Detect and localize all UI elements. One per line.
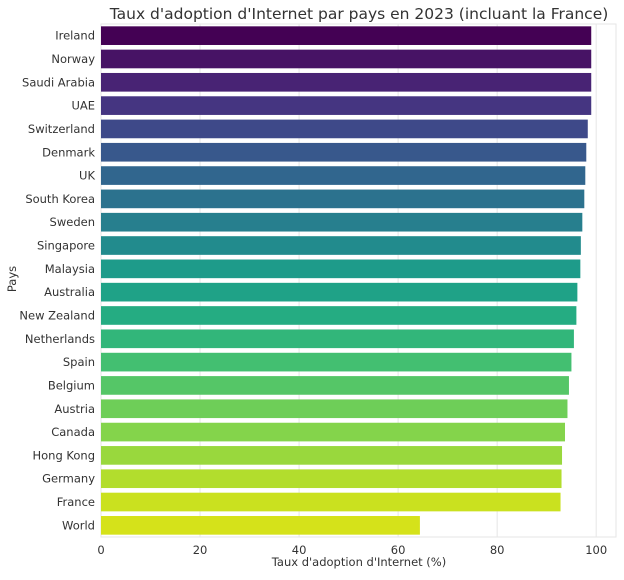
y-tick-label: World — [62, 518, 95, 532]
y-tick-label: Germany — [42, 472, 95, 486]
bar-canada — [101, 422, 565, 442]
y-tick-label: Switzerland — [28, 122, 95, 136]
bar-austria — [101, 399, 568, 419]
bar-switzerland — [101, 119, 588, 139]
y-tick-label: Denmark — [42, 145, 95, 159]
bar-south-korea — [101, 189, 585, 209]
y-tick-label: Sweden — [50, 215, 95, 229]
x-tick-label: 20 — [193, 543, 208, 557]
y-tick-label: Norway — [51, 52, 95, 66]
bar-uk — [101, 166, 586, 185]
bar-singapore — [101, 236, 581, 255]
x-tick-label: 40 — [292, 543, 307, 557]
y-tick-label: Austria — [54, 402, 95, 416]
y-tick-label: France — [57, 495, 95, 509]
bar-uae — [101, 96, 592, 115]
bar-sweden — [101, 212, 583, 232]
x-tick-label: 0 — [97, 543, 104, 557]
y-tick-label: Malaysia — [45, 262, 95, 276]
x-tick-labels: 0 20 40 60 80 100 — [97, 543, 607, 557]
x-axis-label: Taux d'adoption d'Internet (%) — [271, 555, 446, 569]
bar-hong-kong — [101, 446, 563, 465]
bar-australia — [101, 282, 578, 302]
y-tick-label: South Korea — [25, 192, 95, 206]
bar-spain — [101, 352, 572, 372]
bar-saudi-arabia — [101, 72, 592, 92]
y-axis-label: Pays — [5, 266, 19, 292]
y-tick-label: Ireland — [55, 29, 95, 43]
y-tick-label: Belgium — [48, 378, 95, 392]
x-tick-label: 60 — [391, 543, 406, 557]
plot-frame — [100, 23, 617, 538]
x-tick-label: 100 — [585, 543, 607, 557]
bar-world — [101, 516, 420, 535]
y-tick-label: UK — [79, 169, 95, 183]
y-tick-label: Netherlands — [25, 332, 95, 346]
y-tick-label: Saudi Arabia — [22, 75, 95, 89]
y-tick-label: Spain — [63, 355, 95, 369]
bar-france — [101, 492, 561, 512]
y-tick-label: Canada — [51, 425, 95, 439]
y-tick-label: Hong Kong — [32, 448, 95, 462]
bar-netherlands — [101, 329, 574, 349]
chart-title: Taux d'adoption d'Internet par pays en 2… — [109, 5, 609, 23]
bar-norway — [101, 49, 592, 69]
bar-new-zealand — [101, 306, 577, 325]
y-tick-label: Australia — [44, 285, 95, 299]
bars — [101, 26, 592, 535]
bar-denmark — [101, 142, 587, 162]
y-tick-label: New Zealand — [19, 308, 95, 322]
bar-malaysia — [101, 259, 581, 279]
y-tick-label: Singapore — [37, 239, 95, 253]
y-tick-label: UAE — [71, 99, 95, 113]
x-tick-label: 80 — [490, 543, 505, 557]
y-tick-labels: Ireland Norway Saudi Arabia UAE Switzerland D… — [19, 29, 95, 533]
bar-ireland — [101, 26, 592, 45]
bar-belgium — [101, 376, 569, 395]
bar-germany — [101, 469, 562, 489]
